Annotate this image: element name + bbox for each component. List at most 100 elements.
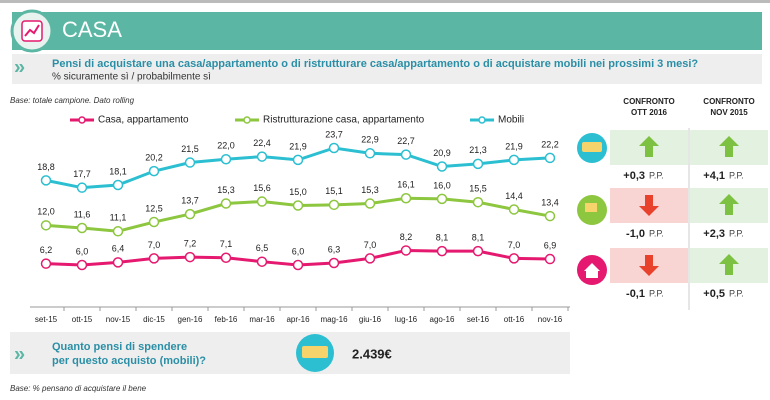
comparison-value: +4,1 xyxy=(703,170,725,182)
comparison-unit: P.P. xyxy=(729,228,744,238)
comparison-header: NOV 2015 xyxy=(710,108,748,117)
point xyxy=(400,192,412,204)
value-label: 22,9 xyxy=(361,135,379,145)
value-label: 7,0 xyxy=(508,240,521,250)
value-label: 8,2 xyxy=(400,232,413,242)
x-tick-label: set-15 xyxy=(35,315,58,324)
value-label: 22,4 xyxy=(253,138,271,148)
value-label: 20,9 xyxy=(433,148,451,158)
comparison-unit: P.P. xyxy=(729,288,744,298)
value-label: 7,2 xyxy=(184,238,197,248)
value-label: 16,1 xyxy=(397,180,415,190)
legend-marker xyxy=(243,116,251,124)
value-label: 22,0 xyxy=(217,141,235,151)
arrow-up xyxy=(719,254,739,275)
x-tick-label: apr-16 xyxy=(286,315,310,324)
value-label: 21,9 xyxy=(505,141,523,151)
comparison-value: +0,5 xyxy=(703,288,725,300)
legend-marker xyxy=(78,116,86,124)
point xyxy=(544,253,556,265)
point xyxy=(472,245,484,257)
mobili-icon-sofa xyxy=(302,346,328,358)
comparison-value: -1,0 xyxy=(626,228,645,240)
spend-question: per questo acquisto (mobili)? xyxy=(52,355,206,367)
point xyxy=(436,245,448,257)
x-tick-label: lug-16 xyxy=(395,315,418,324)
arrow-up xyxy=(639,136,659,157)
question: Pensi di acquistare una casa/appartament… xyxy=(52,58,698,70)
point xyxy=(220,153,232,165)
value-label: 23,7 xyxy=(325,129,343,139)
point xyxy=(292,154,304,166)
point xyxy=(220,198,232,209)
value-label: 8,1 xyxy=(472,232,485,242)
point xyxy=(40,220,52,231)
comparison-unit: P.P. xyxy=(729,170,744,180)
value-label: 15,1 xyxy=(325,186,343,196)
value-label: 18,8 xyxy=(37,162,55,172)
point xyxy=(148,216,160,228)
point xyxy=(112,179,124,191)
point xyxy=(400,149,412,160)
arrow-up xyxy=(719,136,739,157)
spend-question: Quanto pensi di spendere xyxy=(52,341,187,353)
point xyxy=(256,151,268,162)
value-label: 15,3 xyxy=(217,185,235,195)
point xyxy=(76,222,88,234)
value-label: 22,7 xyxy=(397,136,415,146)
spend-amount: 2.439€ xyxy=(352,346,392,361)
value-label: 21,9 xyxy=(289,141,307,151)
value-label: 17,7 xyxy=(73,169,91,179)
x-tick-label: giu-16 xyxy=(359,315,382,324)
value-label: 21,5 xyxy=(181,144,199,154)
point xyxy=(112,257,124,268)
point xyxy=(436,193,448,205)
point xyxy=(544,152,556,164)
ristrutturazione-icon-roller xyxy=(585,203,597,212)
comparison-unit: P.P. xyxy=(649,228,664,238)
point xyxy=(256,196,268,207)
point xyxy=(148,165,160,177)
point xyxy=(508,253,520,264)
comparison-header: CONFRONTO xyxy=(623,97,674,106)
value-label: 15,6 xyxy=(253,183,271,193)
point xyxy=(292,200,304,211)
question-band xyxy=(12,54,762,84)
point xyxy=(220,252,232,263)
spend-base: Base: % pensano di acquistare il bene xyxy=(10,384,147,393)
comparison-value: +2,3 xyxy=(703,228,725,240)
legend-label: Casa, appartamento xyxy=(98,115,189,126)
comparison-unit: P.P. xyxy=(649,288,664,298)
header-band xyxy=(12,12,762,50)
arrow-up xyxy=(719,194,739,215)
subtitle: % sicuramente sì / probabilmente sì xyxy=(52,72,211,83)
point xyxy=(508,204,520,215)
x-tick-label: feb-16 xyxy=(215,315,238,324)
point xyxy=(256,256,268,267)
x-tick-label: nov-15 xyxy=(106,315,131,324)
value-label: 6,0 xyxy=(76,246,89,256)
spend-band xyxy=(10,332,570,374)
x-tick-label: ott-15 xyxy=(72,315,93,324)
point xyxy=(292,259,304,271)
legend-label: Ristrutturazione casa, appartamento xyxy=(263,115,425,126)
value-label: 11,6 xyxy=(74,209,91,219)
arrow-down xyxy=(639,255,659,276)
legend-marker xyxy=(478,116,486,124)
chevrons: » xyxy=(14,56,25,78)
value-label: 11,1 xyxy=(110,213,127,223)
point xyxy=(328,257,340,269)
point xyxy=(148,253,160,264)
value-label: 15,0 xyxy=(289,187,307,197)
point xyxy=(40,258,52,269)
value-label: 6,3 xyxy=(328,244,341,254)
casa-icon-house xyxy=(584,263,600,278)
value-label: 13,7 xyxy=(181,195,199,205)
value-label: 12,5 xyxy=(145,203,163,213)
point xyxy=(184,251,196,263)
value-label: 12,0 xyxy=(37,207,55,217)
value-label: 15,3 xyxy=(361,185,379,195)
value-label: 15,5 xyxy=(469,184,487,194)
point xyxy=(328,199,340,211)
value-label: 7,0 xyxy=(148,240,161,250)
